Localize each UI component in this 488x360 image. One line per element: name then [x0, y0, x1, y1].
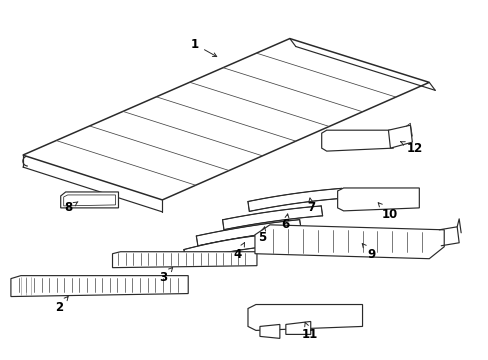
Text: 9: 9: [362, 244, 375, 261]
Polygon shape: [23, 39, 428, 200]
Text: 2: 2: [55, 297, 68, 314]
Polygon shape: [11, 276, 188, 297]
Text: 1: 1: [191, 38, 216, 57]
Polygon shape: [183, 234, 274, 261]
Polygon shape: [260, 324, 279, 338]
Text: 10: 10: [377, 203, 397, 221]
Polygon shape: [61, 192, 118, 208]
Polygon shape: [321, 130, 393, 151]
Text: 12: 12: [400, 141, 422, 155]
Text: 5: 5: [257, 227, 265, 244]
Polygon shape: [196, 220, 301, 246]
Text: 11: 11: [301, 322, 317, 341]
Text: 7: 7: [307, 198, 315, 215]
Text: 6: 6: [281, 214, 289, 231]
Polygon shape: [337, 188, 419, 211]
Polygon shape: [222, 206, 322, 230]
Polygon shape: [387, 125, 411, 148]
Polygon shape: [112, 252, 256, 268]
Polygon shape: [247, 305, 362, 330]
Text: 4: 4: [233, 243, 244, 261]
Polygon shape: [285, 321, 310, 334]
Polygon shape: [254, 225, 443, 259]
Text: 8: 8: [64, 201, 78, 215]
Text: 3: 3: [159, 267, 172, 284]
Polygon shape: [247, 188, 343, 211]
